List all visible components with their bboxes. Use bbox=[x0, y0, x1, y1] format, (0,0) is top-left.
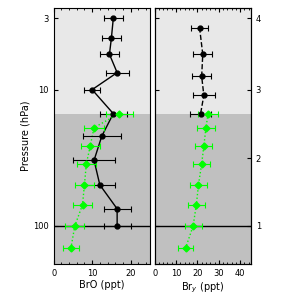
Bar bbox=[54, 8, 150, 114]
Y-axis label: Pressure (hPa): Pressure (hPa) bbox=[20, 100, 30, 171]
Bar bbox=[155, 8, 251, 114]
Bar bbox=[54, 114, 150, 264]
X-axis label: BrO (ppt): BrO (ppt) bbox=[79, 281, 124, 290]
Bar bbox=[155, 114, 251, 264]
X-axis label: Br$_y$ (ppt): Br$_y$ (ppt) bbox=[181, 281, 224, 295]
